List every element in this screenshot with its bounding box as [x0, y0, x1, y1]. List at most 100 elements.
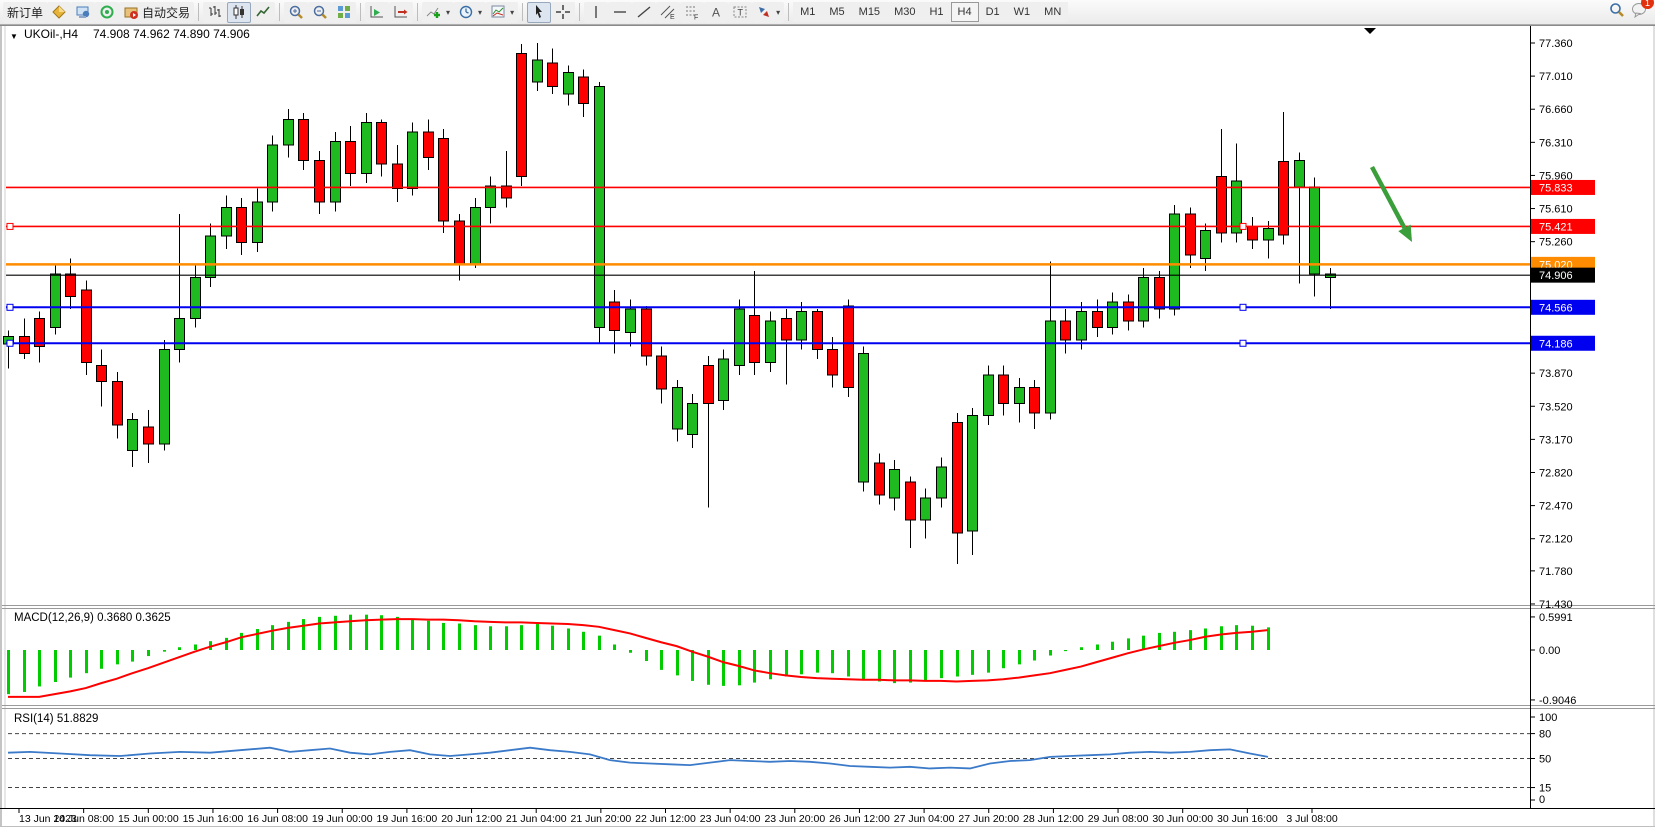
svg-text:A: A	[712, 6, 720, 20]
trend-arrow-annotation[interactable]	[1370, 165, 1412, 242]
svg-text:72.470: 72.470	[1539, 501, 1573, 513]
signals-icon[interactable]	[95, 1, 120, 23]
svg-text:73.520: 73.520	[1539, 401, 1573, 413]
price-level-line[interactable]: 75.020	[6, 256, 1595, 272]
svg-text:74.906: 74.906	[1539, 270, 1573, 282]
line-chart-button[interactable]	[251, 1, 276, 23]
svg-text:72.120: 72.120	[1539, 534, 1573, 546]
toolbar-separator	[417, 3, 419, 21]
rsi-label: RSI(14) 51.8829	[14, 713, 98, 725]
price-level-line[interactable]: 75.833	[6, 179, 1595, 195]
svg-text:19 Jun 16:00: 19 Jun 16:00	[377, 813, 438, 825]
price-level-line[interactable]: 75.421	[6, 218, 1595, 234]
svg-text:-0.9046: -0.9046	[1539, 695, 1576, 707]
svg-text:29 Jun 08:00: 29 Jun 08:00	[1088, 813, 1149, 825]
notification-badge: 1	[1641, 0, 1654, 9]
svg-text:100: 100	[1539, 712, 1557, 724]
candlestick-chart-button[interactable]	[227, 1, 252, 23]
cursor-button[interactable]	[527, 1, 552, 23]
svg-text:27 Jun 20:00: 27 Jun 20:00	[958, 813, 1019, 825]
svg-text:15 Jun 00:00: 15 Jun 00:00	[118, 813, 179, 825]
navigator-icon[interactable]	[71, 1, 96, 23]
horizontal-line-button[interactable]	[608, 1, 633, 23]
svg-text:23 Jun 20:00: 23 Jun 20:00	[764, 813, 825, 825]
svg-text:74.566: 74.566	[1539, 302, 1573, 314]
timeframe-h1-button[interactable]: H1	[922, 2, 951, 22]
svg-text:75.610: 75.610	[1539, 204, 1573, 216]
vertical-line-button[interactable]	[584, 1, 609, 23]
timeframe-h4-button[interactable]: H4	[950, 2, 979, 22]
svg-text:30 Jun 16:00: 30 Jun 16:00	[1217, 813, 1278, 825]
crosshair-button[interactable]	[551, 1, 576, 23]
svg-text:71.430: 71.430	[1539, 599, 1573, 611]
svg-text:50: 50	[1539, 754, 1551, 766]
new-chart-icon[interactable]	[47, 1, 72, 23]
svg-text:75.960: 75.960	[1539, 170, 1573, 182]
price-level-line[interactable]: 74.906	[6, 267, 1595, 283]
auto-scroll-button[interactable]	[365, 1, 390, 23]
svg-text:0.00: 0.00	[1539, 645, 1560, 657]
equidistant-channel-button[interactable]: E	[656, 1, 681, 23]
chart-shift-button[interactable]	[389, 1, 414, 23]
timeframe-m15-button[interactable]: M15	[851, 2, 888, 22]
svg-text:14 Jun 08:00: 14 Jun 08:00	[53, 813, 114, 825]
timeframe-mn-button[interactable]: MN	[1037, 2, 1069, 22]
price-level-line[interactable]: 74.186	[6, 335, 1595, 351]
chat-icon[interactable]: 1	[1631, 0, 1654, 23]
timeframe-w1-button[interactable]: W1	[1006, 2, 1038, 22]
zoom-in-button[interactable]	[284, 1, 309, 23]
chart-title-ohlc: 74.908 74.962 74.890 74.906	[93, 27, 250, 41]
macd-label: MACD(12,26,9) 0.3680 0.3625	[14, 612, 171, 624]
zoom-out-button[interactable]	[308, 1, 333, 23]
svg-text:19 Jun 00:00: 19 Jun 00:00	[312, 813, 373, 825]
window-frame	[0, 25, 1655, 827]
templates-button[interactable]: ▾	[486, 1, 519, 23]
svg-text:76.310: 76.310	[1539, 137, 1573, 149]
svg-text:15 Jun 16:00: 15 Jun 16:00	[183, 813, 244, 825]
toolbar-separator	[788, 3, 790, 21]
timeframe-m30-button[interactable]: M30	[887, 2, 923, 22]
toolbar: 新订单 自动交易 ▾ ▾ ▾ E F A T ▾ M1 M5 M15 M30 H1 H4 D1 W1 MN 1	[0, 0, 1655, 25]
svg-text:15: 15	[1539, 783, 1551, 795]
periods-button[interactable]: ▾	[454, 1, 487, 23]
price-level-line[interactable]: 74.566	[6, 299, 1595, 315]
fibonacci-button[interactable]: F	[680, 1, 705, 23]
trendline-button[interactable]	[632, 1, 657, 23]
svg-text:74.186: 74.186	[1539, 338, 1573, 350]
bar-chart-button[interactable]	[203, 1, 228, 23]
svg-text:75.833: 75.833	[1539, 182, 1573, 194]
svg-text:73.870: 73.870	[1539, 368, 1573, 380]
timeframe-m5-button[interactable]: M5	[822, 2, 852, 22]
svg-text:23 Jun 04:00: 23 Jun 04:00	[700, 813, 761, 825]
indicators-button[interactable]: ▾	[422, 1, 455, 23]
svg-text:71.780: 71.780	[1539, 566, 1573, 578]
symbol-dropdown-icon[interactable]: ▼	[10, 32, 18, 41]
rsi-pane: 100 80 50 150	[7, 712, 1557, 806]
timeframe-m1-button[interactable]: M1	[793, 2, 823, 22]
search-icon[interactable]	[1608, 1, 1625, 23]
svg-text:72.820: 72.820	[1539, 467, 1573, 479]
text-label-button[interactable]: T	[728, 1, 753, 23]
tile-windows-button[interactable]	[332, 1, 357, 23]
text-button[interactable]: A	[704, 1, 729, 23]
toolbar-separator	[198, 3, 200, 21]
chart-shift-marker[interactable]	[1364, 28, 1376, 34]
candles	[3, 43, 1336, 565]
svg-text:28 Jun 12:00: 28 Jun 12:00	[1023, 813, 1084, 825]
svg-text:30 Jun 00:00: 30 Jun 00:00	[1152, 813, 1213, 825]
svg-text:T: T	[738, 8, 744, 18]
svg-text:E: E	[670, 14, 675, 20]
svg-text:76.660: 76.660	[1539, 104, 1573, 116]
svg-text:77.010: 77.010	[1539, 71, 1573, 83]
pane-separators[interactable]	[2, 605, 1655, 709]
svg-text:16 Jun 08:00: 16 Jun 08:00	[247, 813, 308, 825]
svg-text:27 Jun 04:00: 27 Jun 04:00	[894, 813, 955, 825]
timeframe-d1-button[interactable]: D1	[978, 2, 1007, 22]
auto-trading-button[interactable]: 自动交易	[119, 1, 195, 23]
svg-text:21 Jun 04:00: 21 Jun 04:00	[506, 813, 567, 825]
arrows-button[interactable]: ▾	[752, 1, 785, 23]
toolbar-separator	[522, 3, 524, 21]
new-order-button[interactable]: 新订单	[3, 1, 48, 23]
